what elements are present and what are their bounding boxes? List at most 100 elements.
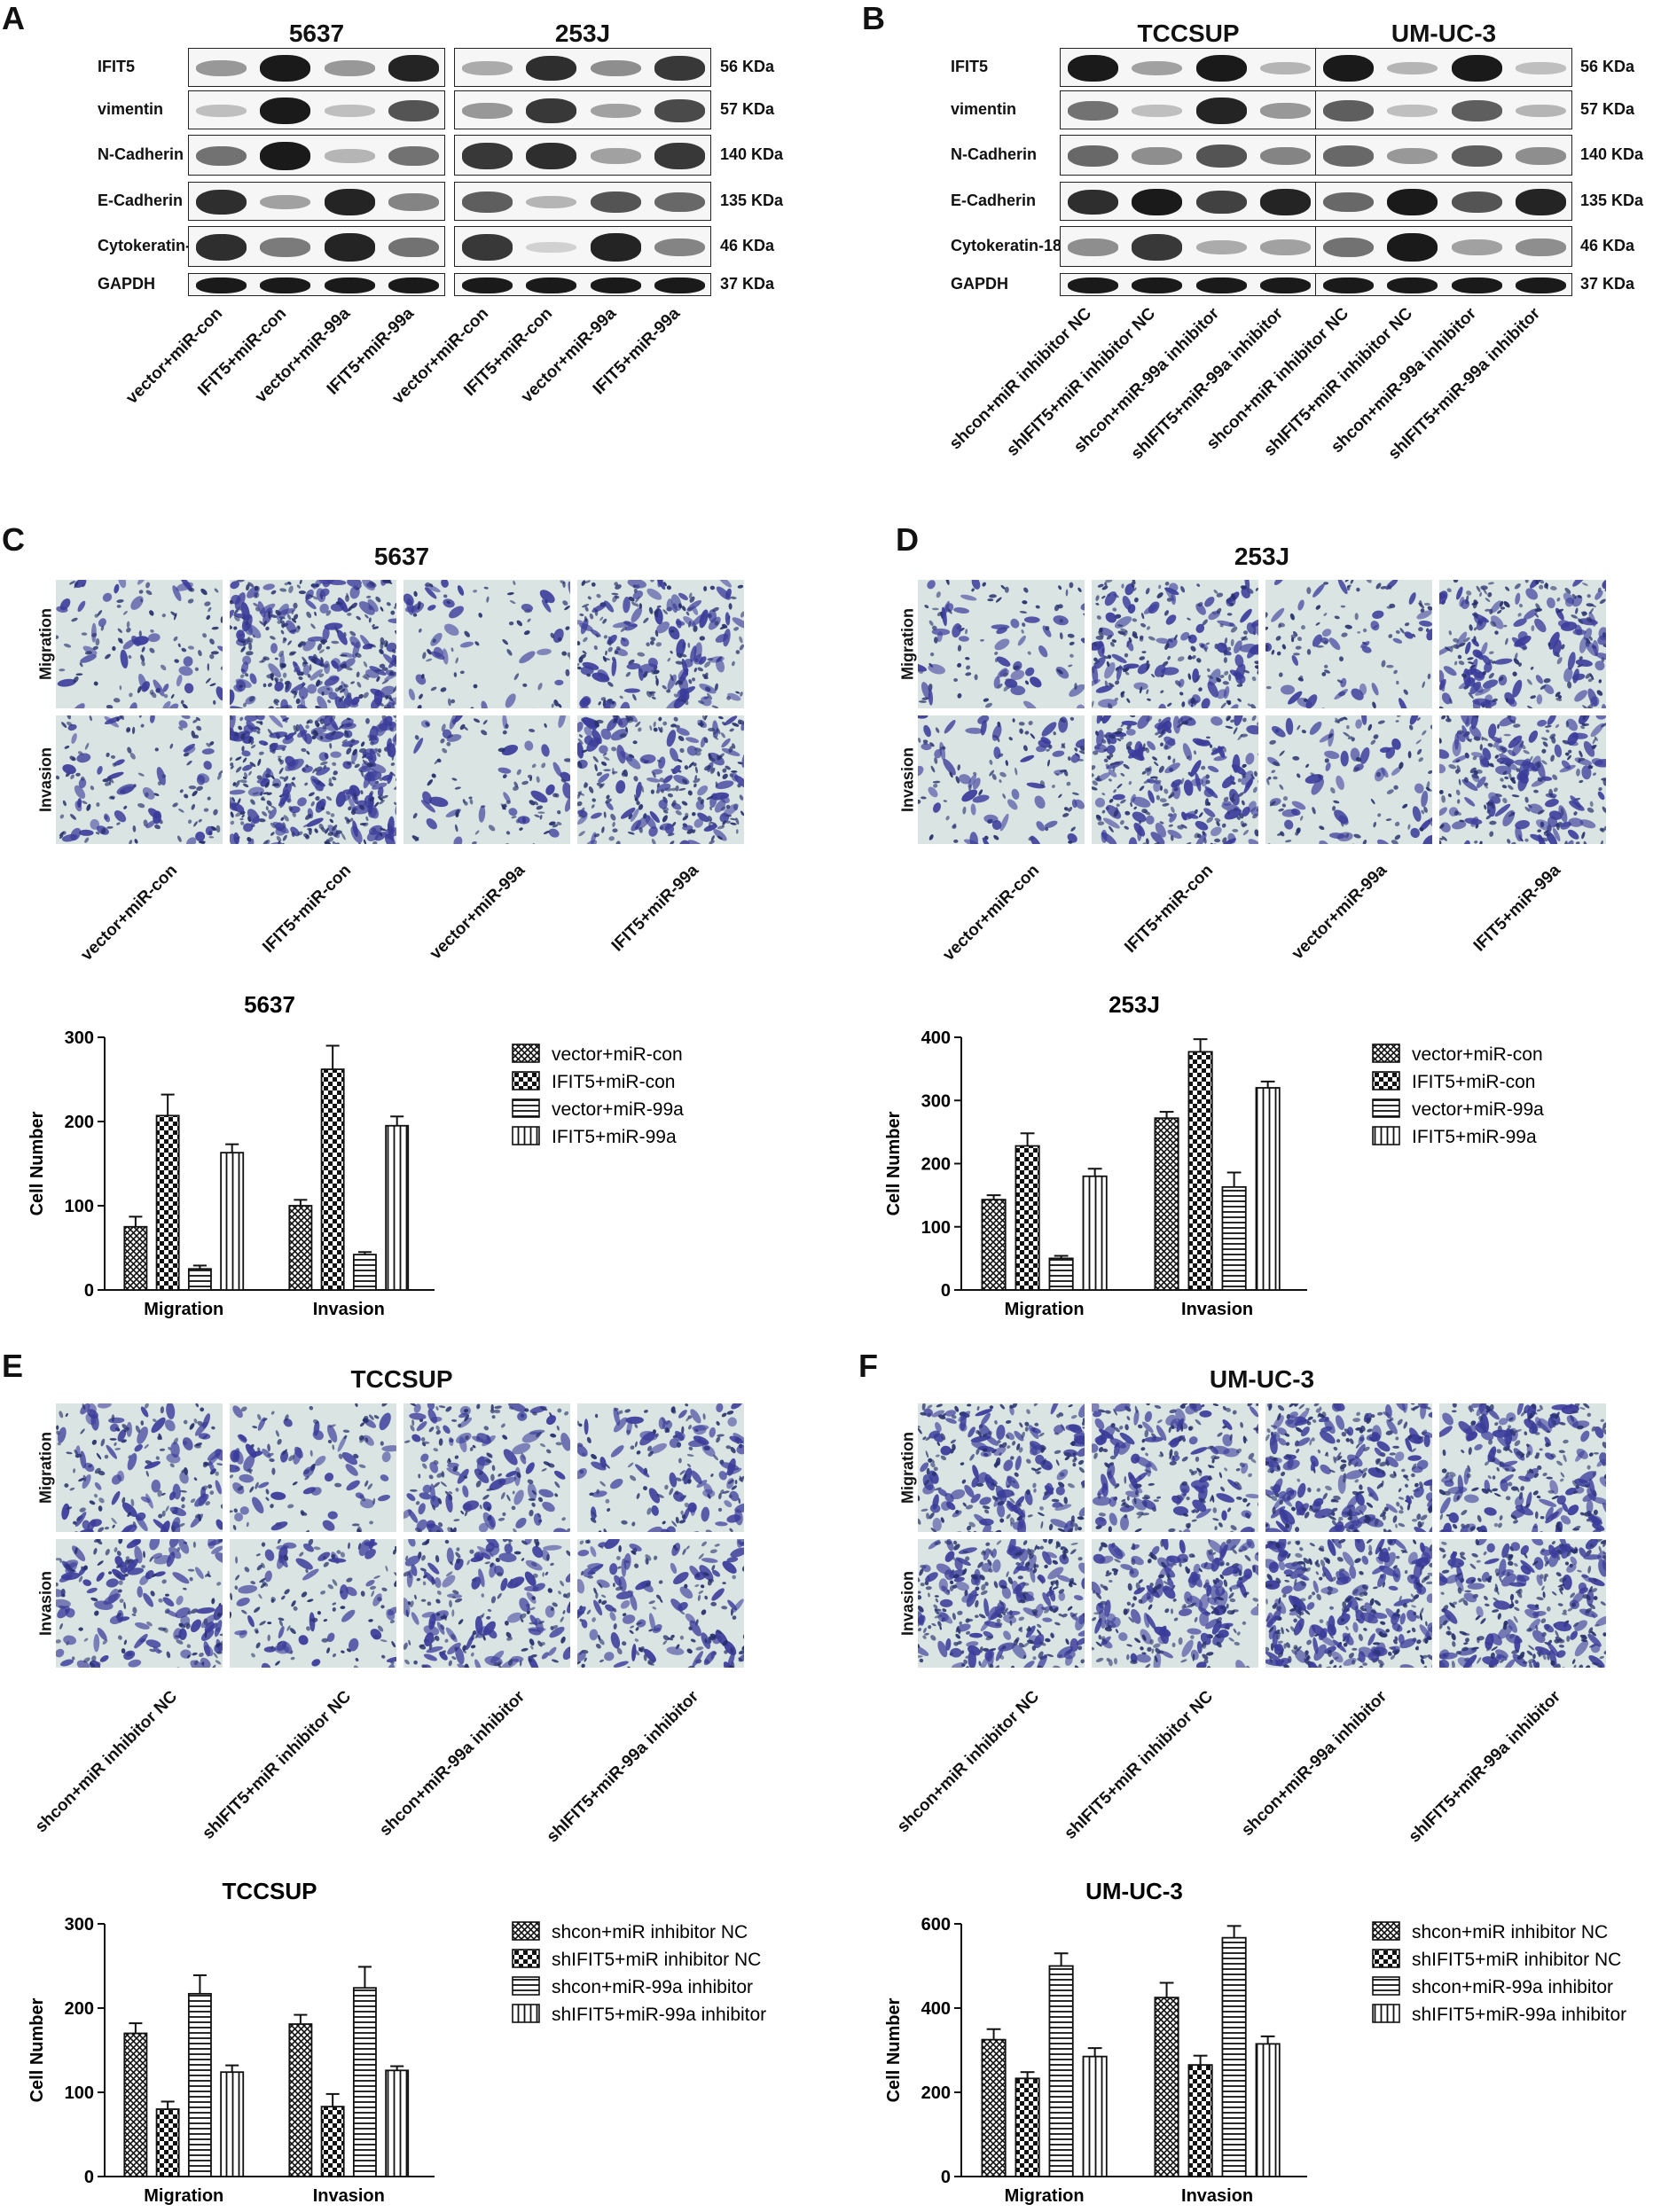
transwell-micrograph — [1091, 579, 1259, 709]
blot-band — [1067, 145, 1118, 167]
transwell-micrograph — [229, 1538, 397, 1669]
chart-bar — [1082, 2055, 1108, 2177]
chart-title: 5637 — [244, 991, 295, 1018]
blot-kda-label: 140 KDa — [1580, 145, 1644, 163]
blot-band — [1516, 62, 1567, 74]
blot-strip — [1060, 182, 1317, 221]
blot-band — [1195, 145, 1247, 168]
legend-label: shcon+miR-99a inhibitor — [552, 1977, 753, 1997]
chart-y-tick-label: 200 — [65, 1113, 94, 1132]
chart-bar — [123, 2032, 148, 2177]
transwell-micrograph — [917, 715, 1085, 845]
blot-band — [388, 145, 440, 167]
blot-band — [260, 194, 311, 210]
blot-row-label: N-Cadherin — [951, 145, 1038, 163]
blot-band — [1067, 101, 1118, 121]
blot-kda-label: 37 KDa — [720, 275, 775, 293]
legend-swatch — [1372, 1043, 1400, 1063]
blot-band — [1067, 277, 1118, 294]
blot-strip — [1315, 226, 1572, 267]
blot-band — [388, 237, 440, 258]
transwell-micrograph — [1438, 1538, 1607, 1669]
transwell-micrograph — [1091, 1538, 1259, 1669]
legend-label: shcon+miR inhibitor NC — [552, 1922, 748, 1942]
blot-row-label: Cytokeratin-18 — [98, 237, 209, 254]
blot-row-label: GAPDH — [98, 275, 156, 293]
blot-band — [1322, 145, 1374, 167]
blot-band — [1322, 191, 1374, 213]
blot-band — [590, 277, 641, 294]
transwell-micrograph — [576, 1538, 745, 1669]
blot-band — [260, 238, 311, 257]
blot-band — [1387, 61, 1438, 75]
blot-band — [1516, 238, 1567, 256]
chart-y-tick-label: 0 — [84, 2168, 94, 2187]
micrograph-row-label: Invasion — [36, 1570, 55, 1636]
panel-letter-c: C — [2, 521, 25, 558]
blot-strip — [1315, 182, 1572, 221]
chart-bar — [1187, 2064, 1213, 2177]
chart-x-tick-label: Migration — [1005, 2186, 1085, 2206]
transwell-micrograph — [1265, 1538, 1433, 1669]
chart-bar — [220, 1152, 245, 1291]
blot-strip — [188, 90, 445, 129]
blot-band — [1387, 147, 1438, 165]
chart-y-tick-label: 300 — [65, 1915, 94, 1935]
legend-label: shcon+miR-99a inhibitor — [1412, 1977, 1613, 1997]
chart-x-tick-label: Invasion — [313, 1300, 385, 1319]
blot-strip — [454, 226, 711, 267]
blot-band — [1260, 189, 1312, 215]
transwell-micrograph — [403, 715, 571, 845]
micrograph-e-title: TCCSUP — [350, 1365, 453, 1393]
legend-label: shIFIT5+miR inhibitor NC — [552, 1950, 761, 1970]
blot-kda-label: 135 KDa — [720, 191, 784, 209]
blot-band — [388, 55, 440, 82]
chart-bar — [1015, 1145, 1040, 1291]
blot-band — [324, 233, 375, 262]
blot-strip — [188, 182, 445, 221]
chart-y-tick-label: 100 — [65, 1197, 94, 1216]
chart-x-tick-label: Migration — [144, 2186, 223, 2206]
chart-y-tick-label: 0 — [84, 1281, 94, 1301]
blot-band — [260, 97, 311, 125]
legend-swatch — [512, 1976, 540, 1996]
blot-band — [461, 103, 513, 119]
chart-x-tick-label: Invasion — [1181, 2186, 1253, 2206]
blot-band — [1516, 104, 1567, 118]
legend-label: shcon+miR inhibitor NC — [1412, 1922, 1608, 1942]
blot-row-label: vimentin — [951, 100, 1017, 118]
blot-band — [1132, 234, 1183, 261]
legend-swatch — [1372, 1098, 1400, 1118]
chart-y-tick-label: 100 — [921, 1218, 951, 1238]
transwell-micrograph — [403, 1403, 571, 1533]
chart-bar — [220, 2071, 245, 2177]
legend-label: IFIT5+miR-99a — [552, 1127, 677, 1147]
chart-y-tick-label: 0 — [941, 1281, 951, 1301]
transwell-micrograph — [1265, 579, 1433, 709]
blot-strip — [188, 226, 445, 267]
blot-band — [1067, 189, 1118, 215]
transwell-micrograph — [229, 1403, 397, 1533]
blot-band — [526, 55, 577, 82]
transwell-micrograph — [55, 715, 223, 845]
blot-band — [461, 191, 513, 213]
blot-band — [388, 277, 440, 294]
blot-band — [1451, 100, 1502, 121]
transwell-micrograph — [229, 715, 397, 845]
blot-band — [654, 56, 706, 81]
blot-band — [526, 98, 577, 123]
blot-band — [526, 241, 577, 254]
blot-a-group-title-2: 253J — [554, 20, 611, 47]
blot-band — [1260, 277, 1312, 294]
blot-band — [1132, 105, 1183, 117]
chart-bar — [1048, 1965, 1074, 2177]
blot-strip — [454, 273, 711, 296]
blot-lane-label: IFIT5+miR-con — [194, 304, 291, 401]
chart-bar — [981, 1199, 1007, 1291]
blot-row-label: E-Cadherin — [951, 191, 1037, 209]
blot-band — [1195, 190, 1247, 215]
micrograph-c-title: 5637 — [373, 543, 430, 570]
blot-band — [388, 193, 440, 211]
chart-bar — [1048, 1257, 1074, 1291]
micrograph-f-title: UM-UC-3 — [1209, 1365, 1315, 1393]
